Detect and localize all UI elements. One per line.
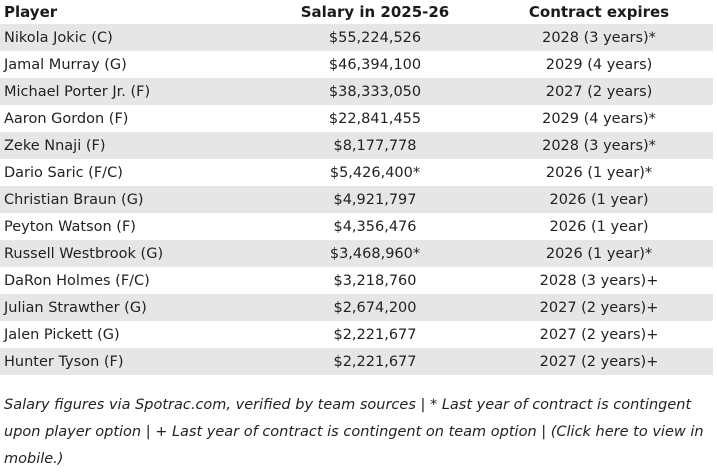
table-row: Christian Braun (G) $4,921,797 2026 (1 yea… bbox=[0, 186, 713, 213]
player-cell: Nikola Jokic (C) bbox=[0, 24, 265, 51]
table-row: DaRon Holmes (F/C) $3,218,760 2028 (3 year… bbox=[0, 267, 713, 294]
table-row: Russell Westbrook (G) $3,468,960* 2026 (1 … bbox=[0, 240, 713, 267]
table-row: Hunter Tyson (F) $2,221,677 2027 (2 years)… bbox=[0, 348, 713, 375]
contract-cell: 2026 (1 year)* bbox=[485, 159, 713, 186]
header-player: Player bbox=[4, 3, 58, 21]
salary-cell: $3,218,760 bbox=[265, 267, 485, 294]
player-cell: Jamal Murray (G) bbox=[0, 51, 265, 78]
player-cell: Michael Porter Jr. (F) bbox=[0, 78, 265, 105]
salary-cell: $4,921,797 bbox=[265, 186, 485, 213]
player-cell: Aaron Gordon (F) bbox=[0, 105, 265, 132]
player-cell: Peyton Watson (F) bbox=[0, 213, 265, 240]
player-cell: Christian Braun (G) bbox=[0, 186, 265, 213]
salary-cell: $38,333,050 bbox=[265, 78, 485, 105]
table-row: Jalen Pickett (G) $2,221,677 2027 (2 years… bbox=[0, 321, 713, 348]
player-cell: Russell Westbrook (G) bbox=[0, 240, 265, 267]
header-row: Player Salary in 2025-26 Contract expire… bbox=[0, 0, 713, 24]
table-row: Julian Strawther (G) $2,674,200 2027 (2 ye… bbox=[0, 294, 713, 321]
player-cell: Julian Strawther (G) bbox=[0, 294, 265, 321]
contract-cell: 2027 (2 years) bbox=[485, 78, 713, 105]
table-body: Nikola Jokic (C) $55,224,526 2028 (3 years… bbox=[0, 24, 713, 375]
salary-cell: $55,224,526 bbox=[265, 24, 485, 51]
header-contract: Contract expires bbox=[528, 3, 670, 21]
contract-cell: 2026 (1 year)* bbox=[485, 240, 713, 267]
table-row: Nikola Jokic (C) $55,224,526 2028 (3 years… bbox=[0, 24, 713, 51]
contract-cell: 2026 (1 year) bbox=[485, 186, 713, 213]
contract-cell: 2027 (2 years)+ bbox=[485, 321, 713, 348]
salary-cell: $8,177,778 bbox=[265, 132, 485, 159]
salary-cell: $5,426,400* bbox=[265, 159, 485, 186]
contract-cell: 2028 (3 years)* bbox=[485, 24, 713, 51]
player-cell: Dario Saric (F/C) bbox=[0, 159, 265, 186]
contract-cell: 2028 (3 years)+ bbox=[485, 267, 713, 294]
player-cell: Hunter Tyson (F) bbox=[0, 348, 265, 375]
salary-cell: $2,221,677 bbox=[265, 321, 485, 348]
contract-cell: 2029 (4 years) bbox=[485, 51, 713, 78]
table-row: Jamal Murray (G) $46,394,100 2029 (4 years… bbox=[0, 51, 713, 78]
salary-cell: $2,674,200 bbox=[265, 294, 485, 321]
contract-cell: 2028 (3 years)* bbox=[485, 132, 713, 159]
salary-cell: $4,356,476 bbox=[265, 213, 485, 240]
table-row: Aaron Gordon (F) $22,841,455 2029 (4 years… bbox=[0, 105, 713, 132]
contract-cell: 2029 (4 years)* bbox=[485, 105, 713, 132]
player-cell: Zeke Nnaji (F) bbox=[0, 132, 265, 159]
table-row: Michael Porter Jr. (F) $38,333,050 2027 (2… bbox=[0, 78, 713, 105]
table-row: Peyton Watson (F) $4,356,476 2026 (1 year) bbox=[0, 213, 713, 240]
contract-cell: 2026 (1 year) bbox=[485, 213, 713, 240]
table-row: Zeke Nnaji (F) $8,177,778 2028 (3 years)* bbox=[0, 132, 713, 159]
salary-cell: $2,221,677 bbox=[265, 348, 485, 375]
table-row: Dario Saric (F/C) $5,426,400* 2026 (1 year… bbox=[0, 159, 713, 186]
salary-table: Player Salary in 2025-26 Contract expire… bbox=[0, 0, 713, 375]
table-footnote: Salary figures via Spotrac.com, verified… bbox=[4, 397, 704, 467]
contract-cell: 2027 (2 years)+ bbox=[485, 294, 713, 321]
player-cell: DaRon Holmes (F/C) bbox=[0, 267, 265, 294]
contract-cell: 2027 (2 years)+ bbox=[485, 348, 713, 375]
salary-cell: $46,394,100 bbox=[265, 51, 485, 78]
header-salary: Salary in 2025-26 bbox=[300, 3, 450, 21]
player-cell: Jalen Pickett (G) bbox=[0, 321, 265, 348]
salary-cell: $3,468,960* bbox=[265, 240, 485, 267]
table-header: Player Salary in 2025-26 Contract expire… bbox=[0, 0, 713, 24]
salary-cell: $22,841,455 bbox=[265, 105, 485, 132]
